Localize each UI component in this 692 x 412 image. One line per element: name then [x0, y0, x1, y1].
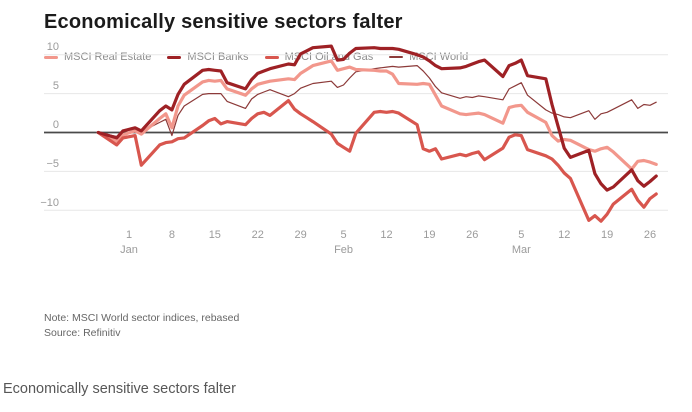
legend-item-msci-real-estate[interactable]: MSCI Real Estate: [44, 51, 151, 63]
y-axis-label: −5: [46, 158, 59, 170]
x-axis-label: 29: [295, 229, 307, 241]
page-caption: Economically sensitive sectors falter: [3, 381, 236, 397]
legend-label: MSCI Banks: [187, 51, 249, 63]
series-line-msci-world: [97, 64, 657, 137]
x-axis-label: 15: [209, 229, 221, 241]
chart-source: Source: Refinitiv: [44, 327, 121, 339]
y-axis-label: 10: [47, 41, 59, 53]
y-axis-label: −10: [40, 197, 59, 209]
series-line-msci-banks: [96, 44, 658, 192]
legend-swatch-icon: [167, 55, 182, 59]
chart-legend: MSCI Real Estate MSCI Banks MSCI Oil and G…: [44, 51, 468, 63]
line-chart: 10 5 0 −5 −10 1 8 15 22 29 5 12 19 26 5 12 19 26 Jan Feb Mar: [40, 41, 668, 256]
legend-swatch-icon: [264, 55, 279, 59]
x-axis-month-label: Feb: [334, 244, 353, 256]
x-axis-label: 26: [466, 229, 478, 241]
legend-item-msci-banks[interactable]: MSCI Banks: [167, 51, 249, 63]
x-axis-label: 8: [169, 229, 175, 241]
x-axis-label: 22: [252, 229, 264, 241]
legend-swatch-icon: [389, 56, 404, 58]
y-axis-label: 5: [53, 80, 59, 92]
x-axis-month-label: Jan: [120, 244, 138, 256]
x-axis-label: 1: [126, 229, 132, 241]
legend-item-msci-world[interactable]: MSCI World: [389, 51, 468, 63]
chart-title: Economically sensitive sectors falter: [44, 11, 403, 33]
x-axis-label: 5: [518, 229, 524, 241]
x-axis-label: 12: [380, 229, 392, 241]
x-axis-label: 19: [423, 229, 435, 241]
x-axis-label: 12: [558, 229, 570, 241]
x-axis-month-label: Mar: [512, 244, 531, 256]
x-axis-label: 19: [601, 229, 613, 241]
y-axis-label: 0: [53, 119, 59, 131]
legend-label: MSCI Real Estate: [64, 51, 152, 63]
series-line-msci-real-estate: [96, 59, 658, 171]
x-axis-label: 26: [644, 229, 656, 241]
series-line-msci-oil-and-gas: [96, 99, 658, 223]
x-axis-label: 5: [340, 229, 346, 241]
legend-swatch-icon: [44, 55, 58, 59]
chart-note: Note: MSCI World sector indices, rebased: [44, 312, 240, 324]
legend-label: MSCI World: [409, 51, 469, 63]
